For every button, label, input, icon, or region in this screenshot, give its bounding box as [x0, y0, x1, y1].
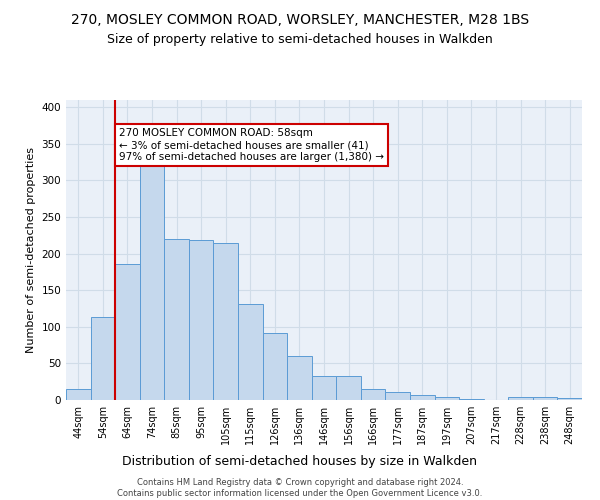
Bar	[238, 304, 263, 400]
Bar	[312, 376, 336, 400]
Bar	[336, 376, 361, 400]
Bar	[533, 397, 557, 400]
Bar	[263, 334, 287, 400]
Bar	[508, 397, 533, 400]
Text: Distribution of semi-detached houses by size in Walkden: Distribution of semi-detached houses by …	[122, 454, 478, 468]
Bar	[91, 318, 115, 400]
Bar	[361, 389, 385, 400]
Bar	[385, 392, 410, 400]
Bar	[66, 389, 91, 400]
Bar	[434, 397, 459, 400]
Bar	[115, 264, 140, 400]
Bar	[189, 240, 214, 400]
Text: 270 MOSLEY COMMON ROAD: 58sqm
← 3% of semi-detached houses are smaller (41)
97% : 270 MOSLEY COMMON ROAD: 58sqm ← 3% of se…	[119, 128, 384, 162]
Text: 270, MOSLEY COMMON ROAD, WORSLEY, MANCHESTER, M28 1BS: 270, MOSLEY COMMON ROAD, WORSLEY, MANCHE…	[71, 12, 529, 26]
Y-axis label: Number of semi-detached properties: Number of semi-detached properties	[26, 147, 36, 353]
Bar	[557, 398, 582, 400]
Text: Contains HM Land Registry data © Crown copyright and database right 2024.
Contai: Contains HM Land Registry data © Crown c…	[118, 478, 482, 498]
Bar	[410, 395, 434, 400]
Bar	[164, 239, 189, 400]
Bar	[140, 155, 164, 400]
Text: Size of property relative to semi-detached houses in Walkden: Size of property relative to semi-detach…	[107, 32, 493, 46]
Bar	[214, 242, 238, 400]
Bar	[287, 356, 312, 400]
